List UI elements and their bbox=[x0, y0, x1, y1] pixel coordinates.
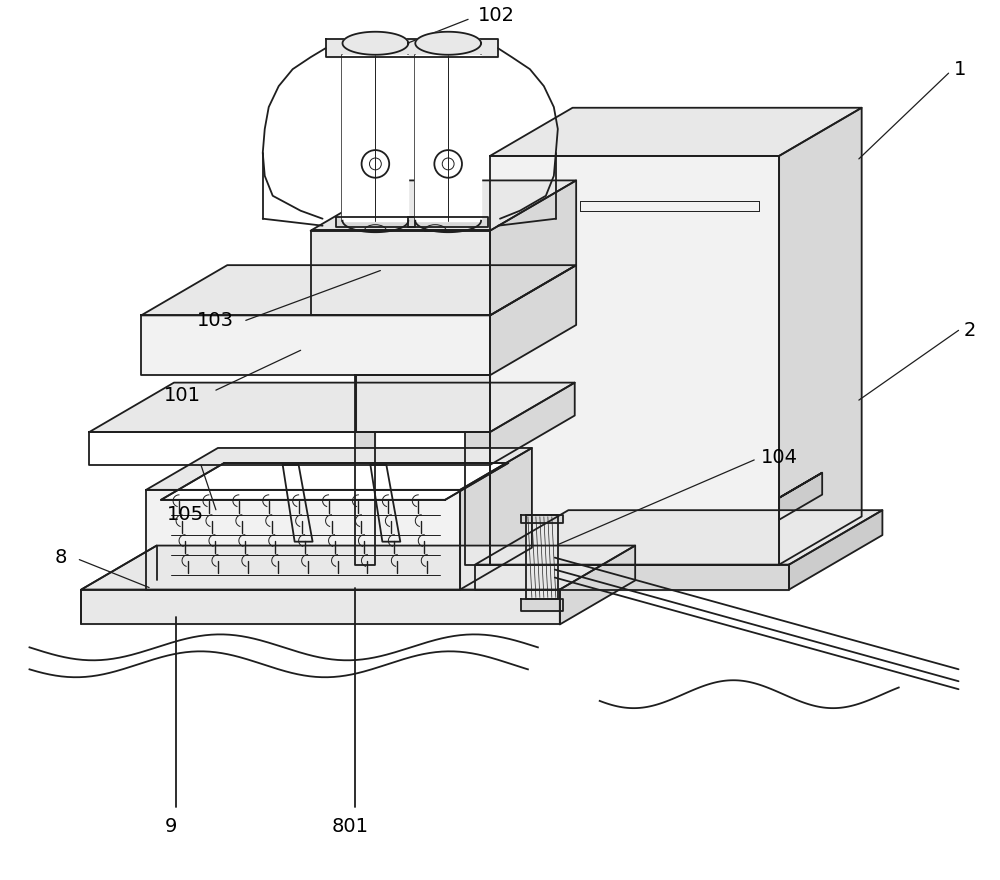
Polygon shape bbox=[141, 315, 490, 375]
Polygon shape bbox=[490, 107, 862, 156]
Polygon shape bbox=[465, 432, 490, 565]
Text: 103: 103 bbox=[197, 311, 234, 330]
Polygon shape bbox=[415, 55, 481, 221]
Polygon shape bbox=[415, 32, 481, 55]
Polygon shape bbox=[526, 515, 558, 599]
Polygon shape bbox=[311, 231, 490, 315]
Polygon shape bbox=[475, 510, 882, 565]
Polygon shape bbox=[81, 546, 635, 590]
Polygon shape bbox=[355, 432, 375, 565]
Polygon shape bbox=[141, 265, 576, 315]
Polygon shape bbox=[342, 55, 408, 221]
Text: 102: 102 bbox=[478, 6, 515, 25]
Polygon shape bbox=[343, 32, 408, 55]
Polygon shape bbox=[336, 216, 415, 227]
Polygon shape bbox=[146, 448, 532, 490]
Polygon shape bbox=[311, 180, 576, 231]
Text: 801: 801 bbox=[332, 817, 369, 836]
Text: 101: 101 bbox=[164, 385, 201, 405]
Polygon shape bbox=[789, 510, 882, 590]
Polygon shape bbox=[146, 490, 460, 590]
Polygon shape bbox=[161, 463, 508, 500]
Text: 104: 104 bbox=[761, 449, 798, 467]
Polygon shape bbox=[475, 565, 789, 590]
Polygon shape bbox=[521, 515, 563, 523]
Polygon shape bbox=[408, 216, 488, 227]
Polygon shape bbox=[81, 590, 560, 625]
Polygon shape bbox=[490, 383, 575, 465]
Polygon shape bbox=[779, 473, 822, 520]
Polygon shape bbox=[326, 40, 498, 57]
Polygon shape bbox=[560, 546, 635, 625]
Text: 1: 1 bbox=[954, 60, 966, 78]
Polygon shape bbox=[490, 180, 576, 315]
Text: 105: 105 bbox=[167, 505, 204, 524]
Polygon shape bbox=[490, 265, 576, 375]
Polygon shape bbox=[779, 107, 862, 565]
Polygon shape bbox=[460, 448, 532, 590]
Polygon shape bbox=[370, 465, 400, 542]
Polygon shape bbox=[779, 473, 822, 498]
Text: 9: 9 bbox=[165, 817, 177, 836]
Polygon shape bbox=[89, 432, 490, 465]
Polygon shape bbox=[521, 599, 563, 612]
Polygon shape bbox=[89, 383, 575, 432]
Polygon shape bbox=[355, 375, 490, 432]
Polygon shape bbox=[283, 465, 313, 542]
Text: 8: 8 bbox=[55, 548, 67, 567]
Polygon shape bbox=[490, 156, 779, 565]
Text: 2: 2 bbox=[964, 321, 976, 340]
